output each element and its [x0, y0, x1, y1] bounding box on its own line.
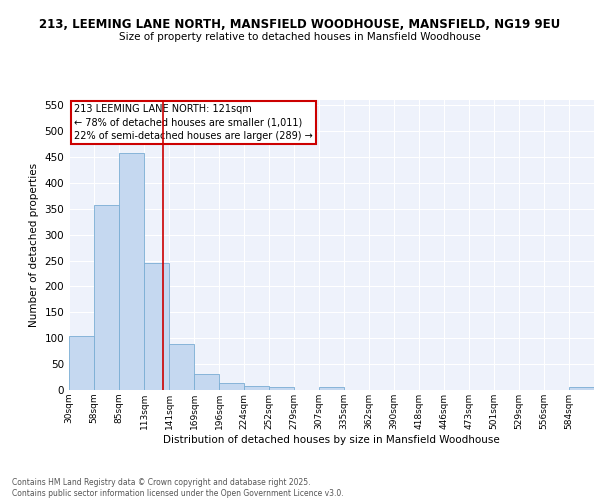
Bar — [94, 204, 119, 390]
Bar — [569, 388, 594, 390]
Bar — [319, 388, 344, 390]
Bar — [119, 153, 144, 390]
Text: 213 LEEMING LANE NORTH: 121sqm
← 78% of detached houses are smaller (1,011)
22% : 213 LEEMING LANE NORTH: 121sqm ← 78% of … — [74, 104, 313, 141]
Text: 213, LEEMING LANE NORTH, MANSFIELD WOODHOUSE, MANSFIELD, NG19 9EU: 213, LEEMING LANE NORTH, MANSFIELD WOODH… — [40, 18, 560, 30]
X-axis label: Distribution of detached houses by size in Mansfield Woodhouse: Distribution of detached houses by size … — [163, 434, 500, 444]
Y-axis label: Number of detached properties: Number of detached properties — [29, 163, 39, 327]
Bar — [69, 336, 94, 390]
Bar — [194, 374, 219, 390]
Bar — [219, 384, 244, 390]
Text: Size of property relative to detached houses in Mansfield Woodhouse: Size of property relative to detached ho… — [119, 32, 481, 42]
Bar — [244, 386, 269, 390]
Bar — [144, 263, 169, 390]
Bar — [269, 388, 294, 390]
Bar — [169, 344, 194, 390]
Text: Contains HM Land Registry data © Crown copyright and database right 2025.
Contai: Contains HM Land Registry data © Crown c… — [12, 478, 344, 498]
